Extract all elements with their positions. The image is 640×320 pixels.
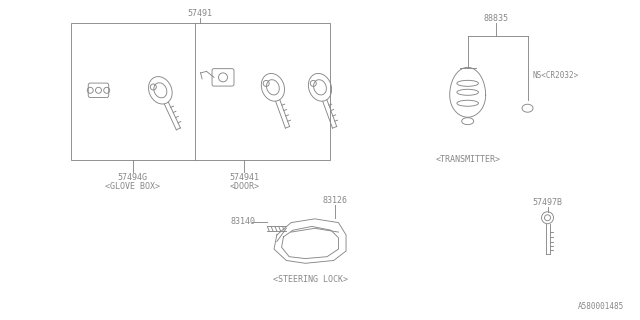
Text: 83126: 83126 [323, 196, 348, 205]
Text: 88835: 88835 [483, 13, 508, 23]
Text: <GLOVE BOX>: <GLOVE BOX> [106, 182, 160, 191]
Text: 57497B: 57497B [532, 198, 563, 207]
Text: 57491: 57491 [188, 9, 212, 18]
Bar [70, 23, 330, 160]
Text: 574941: 574941 [229, 173, 259, 182]
Text: 57494G: 57494G [118, 173, 148, 182]
Text: <DOOR>: <DOOR> [229, 182, 259, 191]
Text: A580001485: A580001485 [578, 302, 625, 311]
Text: <TRANSMITTER>: <TRANSMITTER> [435, 155, 500, 164]
Text: 83140: 83140 [230, 217, 255, 226]
Text: NS<CR2032>: NS<CR2032> [532, 71, 579, 80]
Text: <STEERING LOCK>: <STEERING LOCK> [273, 275, 348, 284]
